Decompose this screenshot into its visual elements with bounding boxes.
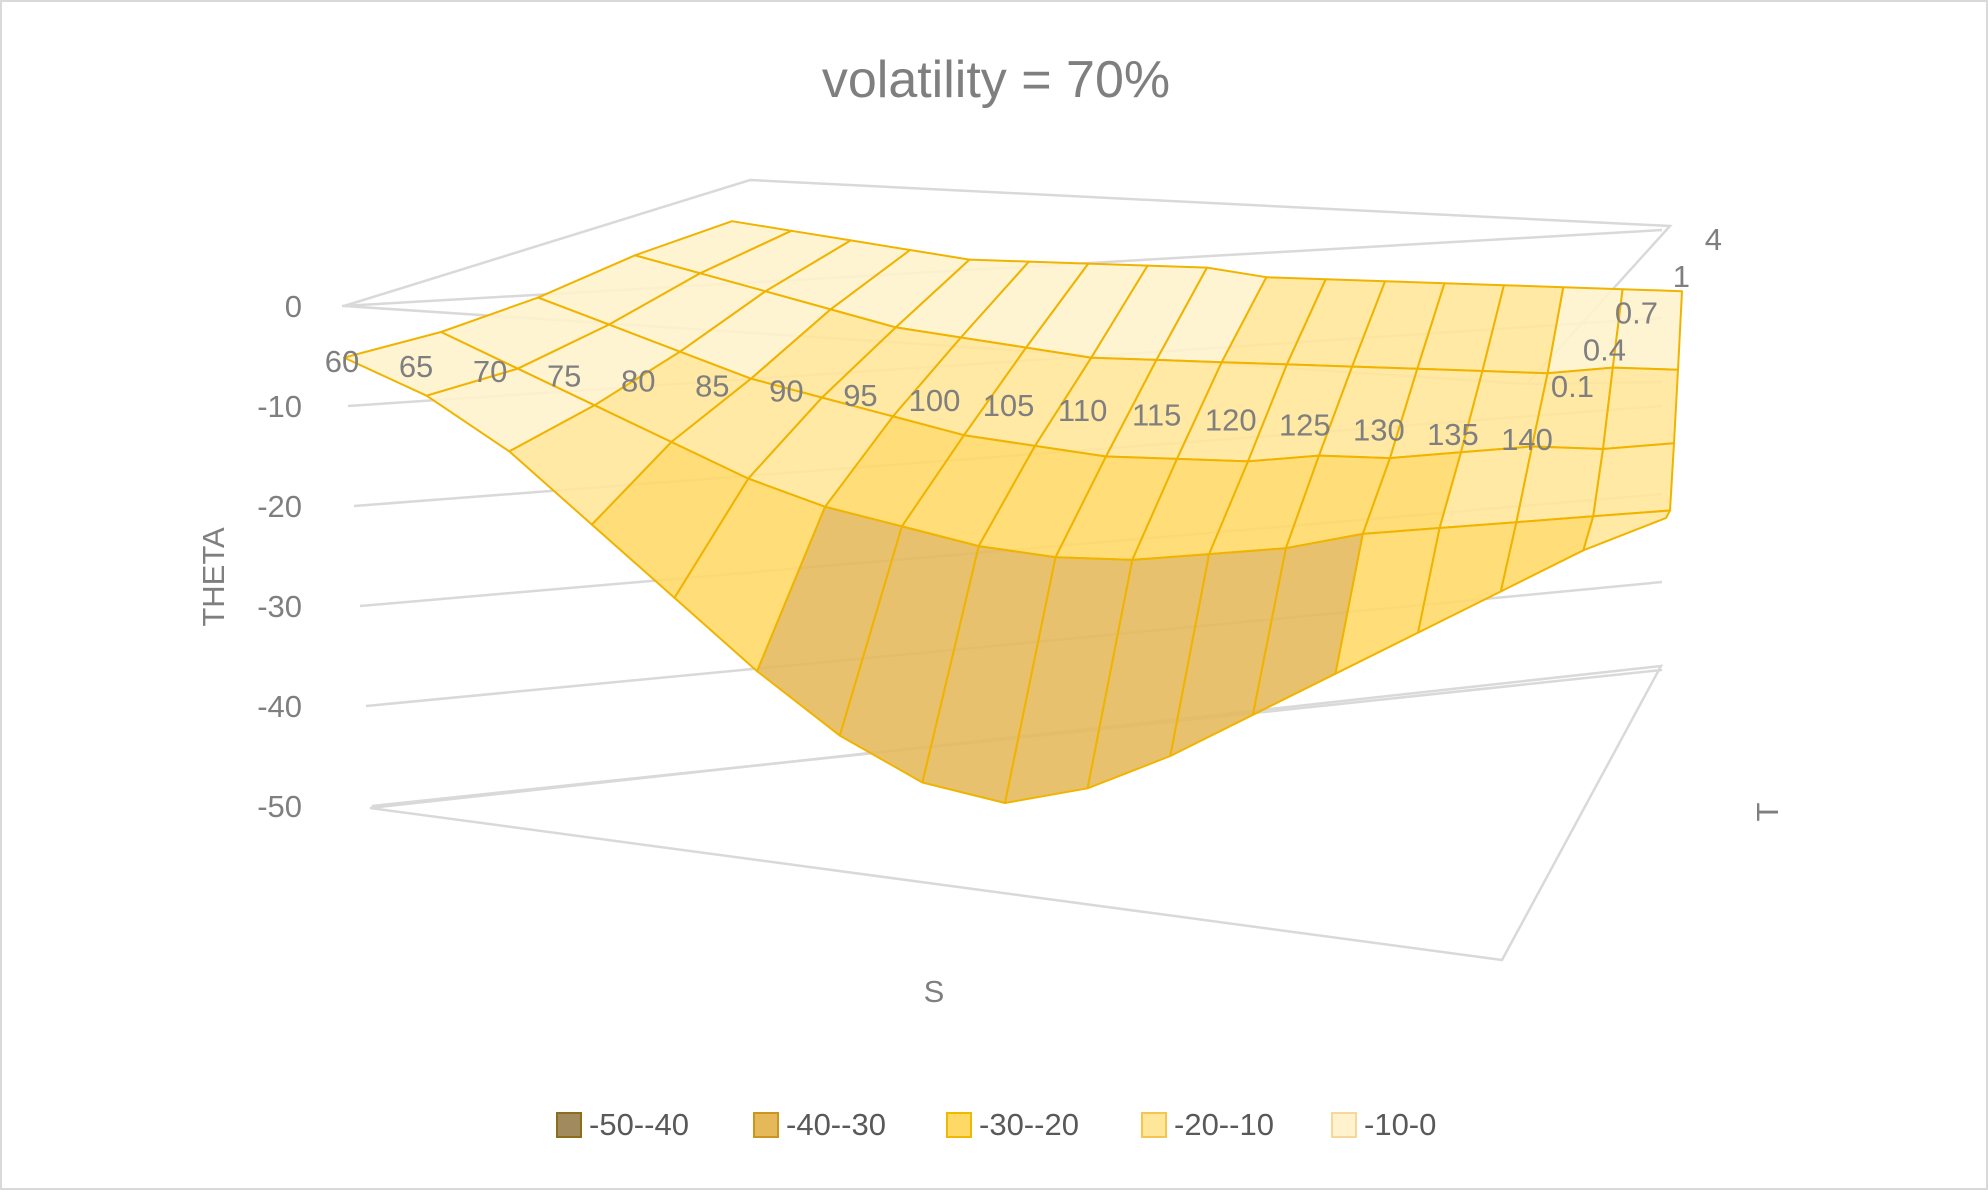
x-tick-label: 100 bbox=[909, 383, 961, 418]
surface-cell bbox=[1602, 366, 1679, 450]
surface-cell bbox=[1515, 445, 1604, 524]
z-axis-ticks: 0 -10 -20 -30 -40 -50 bbox=[257, 289, 302, 824]
legend-swatch bbox=[1141, 1112, 1167, 1138]
legend-label: -50--40 bbox=[589, 1107, 689, 1142]
x-tick-label: 60 bbox=[325, 344, 359, 379]
legend-label: -10-0 bbox=[1364, 1107, 1436, 1142]
x-tick-label: 130 bbox=[1353, 412, 1405, 447]
theta-surface bbox=[343, 220, 1683, 804]
legend-swatch bbox=[753, 1112, 779, 1138]
z-tick-label: -30 bbox=[257, 589, 302, 624]
t-tick-label: 0.1 bbox=[1551, 369, 1594, 404]
legend-label: -40--30 bbox=[786, 1107, 886, 1142]
t-tick-label: 4 bbox=[1705, 222, 1722, 257]
chart-legend: -50--40 -40--30 -30--20 -20--10 -10-0 bbox=[556, 1107, 1436, 1142]
x-tick-label: 110 bbox=[1058, 393, 1107, 428]
y-axis-title: T bbox=[1750, 802, 1785, 821]
x-tick-label: 140 bbox=[1501, 422, 1553, 457]
t-tick-label: 1 bbox=[1673, 259, 1690, 294]
legend-label: -20--10 bbox=[1174, 1107, 1274, 1142]
x-tick-label: 120 bbox=[1205, 403, 1257, 438]
x-tick-label: 80 bbox=[621, 364, 655, 399]
z-tick-label: -50 bbox=[257, 789, 302, 824]
x-axis-title: S bbox=[924, 974, 945, 1009]
surface-cell bbox=[1592, 442, 1675, 518]
x-tick-label: 65 bbox=[399, 349, 433, 384]
x-tick-label: 125 bbox=[1279, 407, 1331, 442]
x-tick-label: 90 bbox=[769, 373, 803, 408]
z-tick-label: 0 bbox=[285, 289, 302, 324]
z-tick-label: -40 bbox=[257, 689, 302, 724]
chart-title: volatility = 70% bbox=[822, 51, 1170, 109]
x-tick-label: 105 bbox=[983, 388, 1035, 423]
x-tick-label: 85 bbox=[695, 368, 729, 403]
x-tick-label: 115 bbox=[1132, 398, 1181, 433]
x-tick-label: 75 bbox=[547, 359, 581, 394]
x-tick-label: 95 bbox=[843, 378, 877, 413]
t-axis-ticks: 0.10.40.7 14 bbox=[1551, 222, 1722, 404]
z-tick-label: -20 bbox=[257, 489, 302, 524]
surface-cell bbox=[1582, 509, 1671, 552]
z-axis-title: THETA bbox=[196, 527, 231, 627]
x-tick-label: 70 bbox=[473, 354, 507, 389]
x-tick-label: 135 bbox=[1427, 417, 1479, 452]
legend-swatch bbox=[556, 1112, 582, 1138]
t-tick-label: 0.4 bbox=[1583, 332, 1626, 367]
legend-swatch bbox=[1331, 1112, 1357, 1138]
z-tick-label: -10 bbox=[257, 389, 302, 424]
t-tick-label: 0.7 bbox=[1615, 296, 1658, 331]
surface-cell bbox=[1499, 515, 1595, 593]
s-axis-ticks: 60 65 70 75 80 85 90 95 100 105 110 115 120 125 130 135… bbox=[325, 344, 1553, 457]
legend-label: -30--20 bbox=[979, 1107, 1079, 1142]
legend-swatch bbox=[946, 1112, 972, 1138]
